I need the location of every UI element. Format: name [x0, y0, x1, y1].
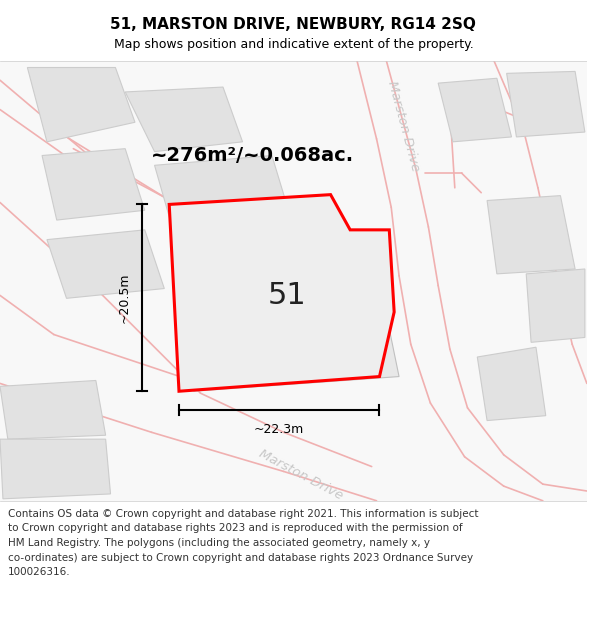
- Polygon shape: [169, 194, 394, 391]
- Polygon shape: [47, 230, 164, 298]
- Text: Marston Drive: Marston Drive: [257, 447, 346, 502]
- Polygon shape: [0, 439, 110, 499]
- Polygon shape: [487, 196, 575, 274]
- Polygon shape: [194, 234, 399, 391]
- Polygon shape: [506, 71, 585, 137]
- Bar: [0, 7, 587, 61]
- Polygon shape: [42, 149, 145, 220]
- Text: 51, MARSTON DRIVE, NEWBURY, RG14 2SQ: 51, MARSTON DRIVE, NEWBURY, RG14 2SQ: [110, 17, 476, 32]
- Polygon shape: [477, 348, 546, 421]
- Polygon shape: [438, 78, 512, 142]
- Text: 51: 51: [267, 281, 306, 310]
- Text: to Crown copyright and database rights 2023 and is reproduced with the permissio: to Crown copyright and database rights 2…: [8, 523, 463, 533]
- Text: 100026316.: 100026316.: [8, 568, 70, 578]
- Text: ~276m²/~0.068ac.: ~276m²/~0.068ac.: [151, 146, 354, 165]
- Text: Marston Drive: Marston Drive: [386, 79, 422, 173]
- Polygon shape: [28, 68, 135, 142]
- Text: Contains OS data © Crown copyright and database right 2021. This information is : Contains OS data © Crown copyright and d…: [8, 509, 478, 519]
- Text: co-ordinates) are subject to Crown copyright and database rights 2023 Ordnance S: co-ordinates) are subject to Crown copyr…: [8, 552, 473, 562]
- Polygon shape: [0, 381, 106, 439]
- Text: ~20.5m: ~20.5m: [118, 272, 131, 323]
- Polygon shape: [155, 156, 292, 234]
- Polygon shape: [125, 87, 242, 152]
- Text: ~22.3m: ~22.3m: [254, 422, 304, 436]
- Bar: [0, 501, 587, 618]
- Polygon shape: [526, 269, 585, 342]
- Text: Map shows position and indicative extent of the property.: Map shows position and indicative extent…: [113, 38, 473, 51]
- Bar: [0, 61, 587, 501]
- Text: HM Land Registry. The polygons (including the associated geometry, namely x, y: HM Land Registry. The polygons (includin…: [8, 538, 430, 548]
